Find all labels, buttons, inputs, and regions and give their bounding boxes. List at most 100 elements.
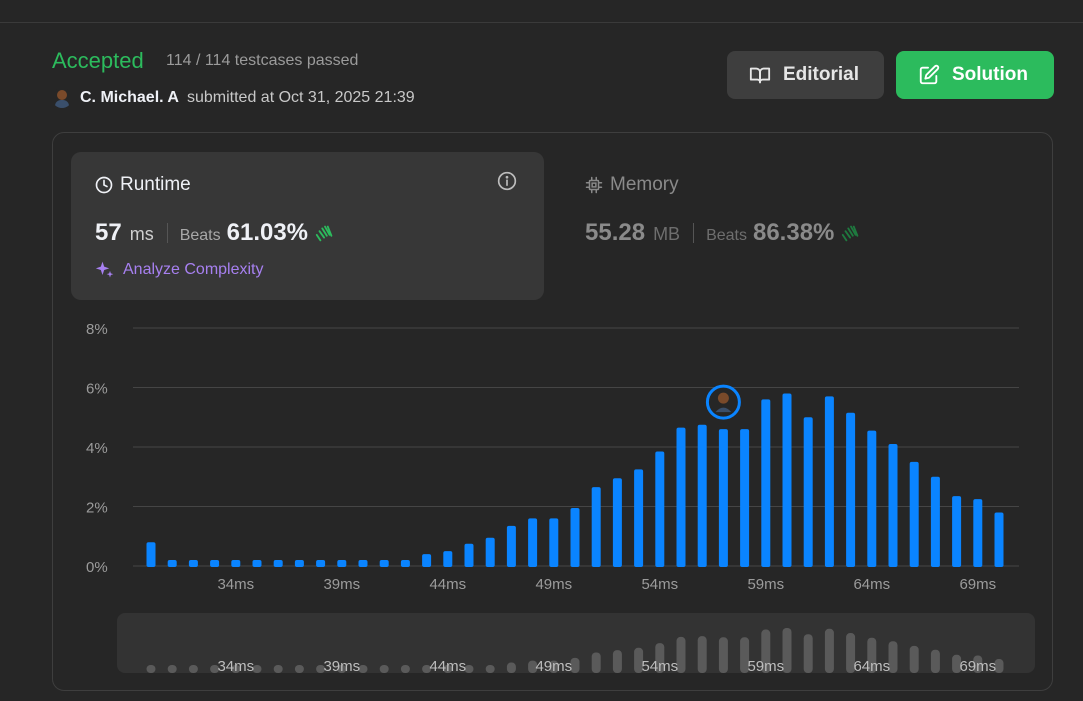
stats-panel [52,132,1053,691]
bar[interactable] [803,417,813,567]
bar[interactable] [273,560,283,567]
bar[interactable] [846,412,856,567]
bar[interactable] [316,560,326,567]
bar[interactable] [824,396,834,567]
x-tick-label: 64ms [853,576,890,593]
editorial-button[interactable]: Editorial [727,51,884,99]
bar[interactable] [549,518,559,567]
bar[interactable] [443,551,453,567]
bar[interactable] [210,560,220,567]
mini-x-tick-label: 39ms [323,658,360,675]
bar[interactable] [188,560,198,567]
mini-bar [888,641,898,673]
bar[interactable] [994,512,1004,567]
runtime-title-text: Runtime [120,174,191,195]
bar[interactable] [464,543,474,567]
bar[interactable] [930,476,940,567]
info-icon[interactable] [497,171,517,191]
bar[interactable] [888,444,898,567]
mini-bar [591,652,601,673]
y-tick-label: 8% [86,321,108,338]
clapping-hands-icon [842,225,859,242]
mini-x-tick-label: 44ms [429,658,466,675]
bar[interactable] [252,560,262,567]
sparkle-icon [95,261,114,278]
mini-bar [697,636,707,673]
mini-bar [146,665,156,673]
bar[interactable] [761,399,771,567]
bar[interactable] [167,560,177,567]
metric-divider [693,223,695,243]
x-tick-label: 39ms [323,576,360,593]
runtime-title: Runtime [95,174,191,196]
mini-bar [782,628,792,673]
bar[interactable] [634,469,644,567]
memory-card[interactable]: Memory 55.28 MB Beats 86.38% [566,152,1039,300]
mini-bar [231,665,241,673]
mini-bar [846,633,856,673]
mini-bar [676,636,686,673]
runtime-card[interactable]: Runtime 57 ms Beats 61.03% Analyze Compl… [71,152,544,300]
mini-bar [485,665,495,673]
avatar[interactable] [52,88,72,108]
memory-metrics: 55.28 MB Beats 86.38% [585,219,862,247]
bar[interactable] [294,560,304,567]
bar[interactable] [506,525,516,567]
book-open-icon [749,67,771,84]
bar[interactable] [570,507,580,567]
memory-value: 55.28 [585,219,646,246]
mini-bar [422,665,432,673]
x-tick-label: 44ms [429,576,466,593]
bar[interactable] [422,554,432,567]
submitter-row: C. Michael. A submitted at Oct 31, 2025 … [52,87,415,109]
bar[interactable] [655,451,665,567]
bar[interactable] [591,487,601,567]
mini-bar [930,649,940,673]
runtime-value: 57 [95,219,122,246]
bar[interactable] [146,542,156,567]
bar[interactable] [379,560,389,567]
bar[interactable] [400,560,410,567]
bar[interactable] [697,424,707,567]
mini-bar [952,654,962,673]
bar[interactable] [676,427,686,567]
mini-bar [718,637,728,673]
x-tick-label: 69ms [959,576,996,593]
username-link[interactable]: C. Michael. A [80,89,179,106]
x-tick-label: 54ms [641,576,678,593]
runtime-metrics: 57 ms Beats 61.03% [95,219,336,247]
mini-bar [740,637,750,673]
bar[interactable] [740,429,750,567]
mini-bar [994,659,1004,673]
mini-bar [252,665,262,673]
mini-bar [803,634,813,673]
bar[interactable] [867,430,877,567]
bar[interactable] [909,461,919,567]
avatar-head [717,392,729,404]
solution-button[interactable]: Solution [896,51,1054,99]
mini-bar [273,665,283,673]
mini-bar [294,665,304,673]
mini-bar [612,650,622,673]
bar[interactable] [358,560,368,567]
bar[interactable] [952,496,962,567]
bar[interactable] [231,560,241,567]
bar[interactable] [612,478,622,567]
mini-x-tick-label: 64ms [853,658,890,675]
bar[interactable] [718,429,728,567]
bar[interactable] [782,393,792,567]
mini-x-tick-label: 34ms [217,658,254,675]
bar[interactable] [528,518,538,567]
mini-bar [528,660,538,673]
bar[interactable] [337,560,347,567]
editorial-label: Editorial [783,64,860,85]
bar[interactable] [485,537,495,567]
memory-unit: MB [653,224,681,244]
x-tick-label: 34ms [217,576,254,593]
mini-bar [337,665,347,673]
bar[interactable] [973,499,983,567]
mini-bar [316,665,326,673]
analyze-complexity-link[interactable]: Analyze Complexity [95,260,264,280]
mini-bar [867,637,877,673]
